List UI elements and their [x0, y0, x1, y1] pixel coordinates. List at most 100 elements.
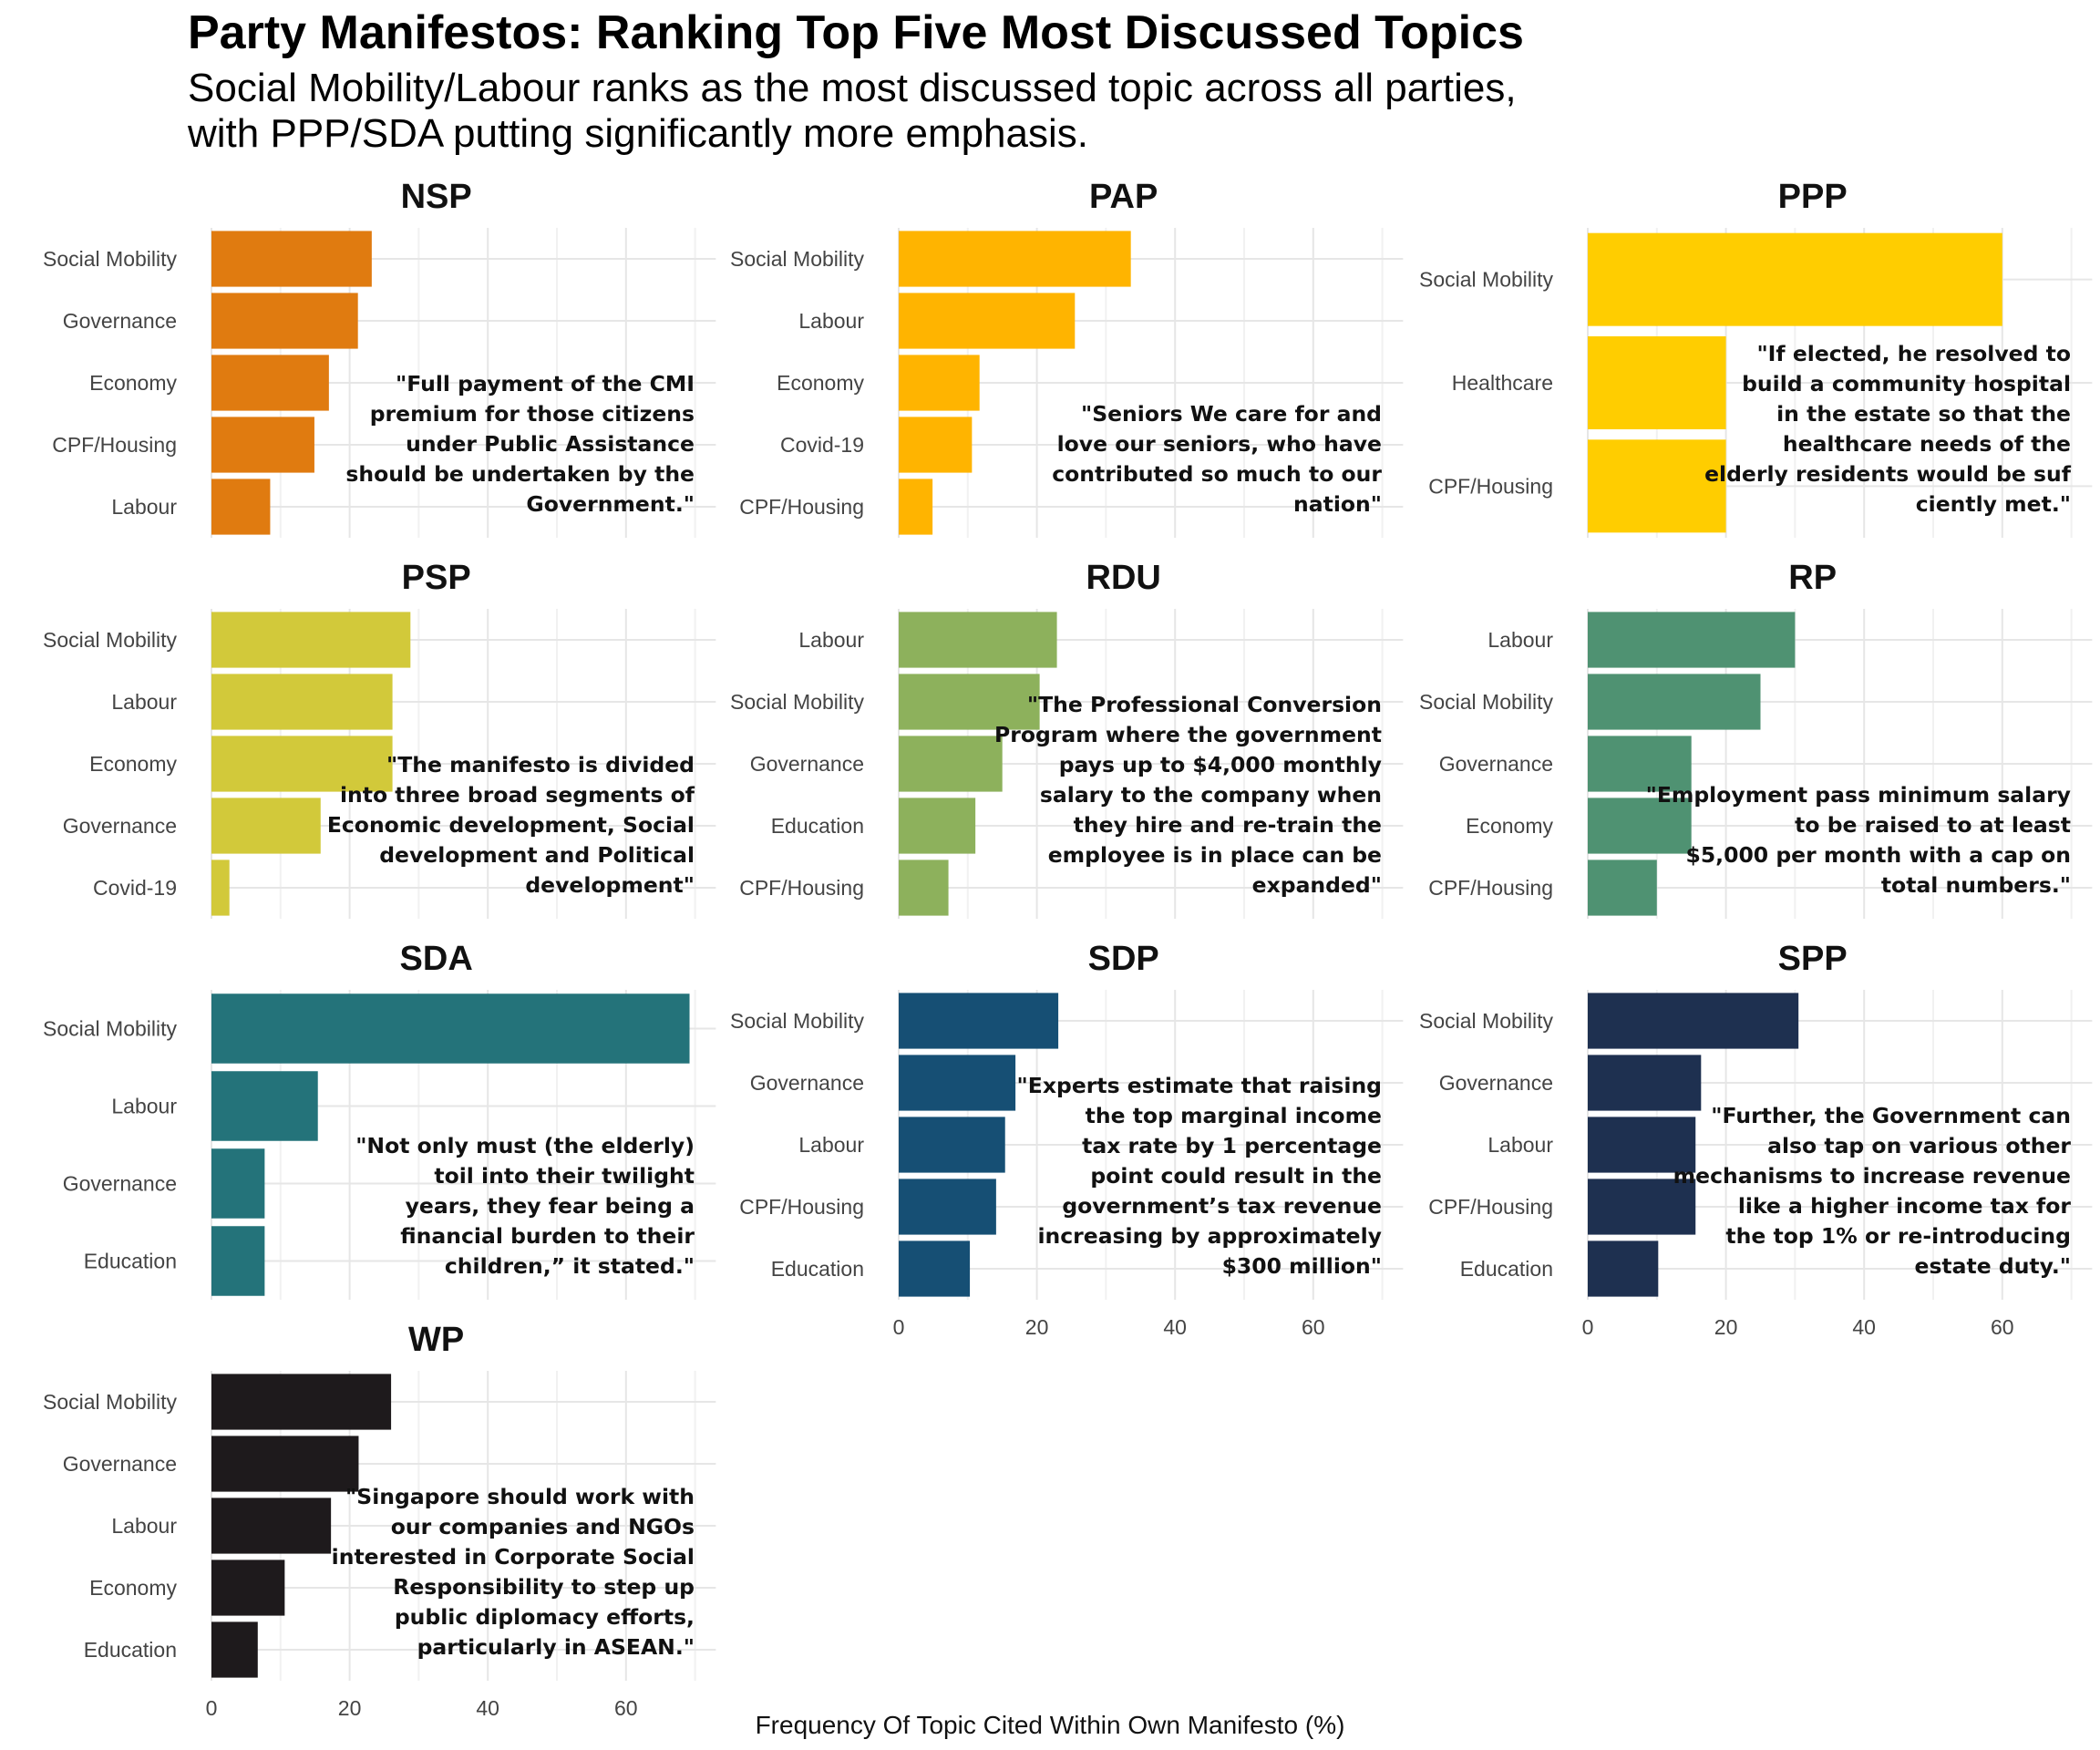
bar	[211, 1436, 359, 1492]
bar	[899, 479, 933, 535]
x-tick-label: 0	[1582, 1315, 1594, 1339]
bar	[1588, 232, 2002, 326]
panel-wp: WP Social Mobility Governance Labour Economy…	[43, 1321, 716, 1720]
bar	[899, 1179, 996, 1235]
panel-psp: PSP Social Mobility Labour Economy Governanc…	[43, 559, 716, 919]
category-label: Social Mobility	[43, 247, 177, 271]
category-label: Education	[771, 1257, 864, 1281]
bar	[211, 1071, 318, 1141]
bar	[211, 736, 393, 792]
category-label: Labour	[111, 495, 177, 519]
category-label: Governance	[750, 752, 864, 776]
category-label: Governance	[63, 1172, 177, 1196]
category-label: Labour	[798, 309, 864, 333]
bar	[1588, 1055, 1702, 1111]
bar	[899, 612, 1057, 668]
bar	[211, 860, 230, 916]
bar	[899, 355, 980, 411]
category-label: Labour	[798, 1133, 864, 1157]
quote-annotation: "Further, the Government can also tap on…	[1673, 1103, 2071, 1279]
bar	[899, 1240, 971, 1297]
category-label: Education	[1460, 1257, 1553, 1281]
panel-sda: SDA Social Mobility Labour Governance Educat…	[43, 940, 716, 1300]
category-label: Education	[84, 1250, 177, 1273]
quote-annotation: "Full payment of the CMI premium for tho…	[345, 371, 695, 517]
x-axis-label: Frequency Of Topic Cited Within Own Mani…	[755, 1711, 1345, 1739]
bar	[899, 417, 973, 473]
x-tick-label: 40	[1852, 1315, 1876, 1339]
category-label: Covid-19	[780, 433, 864, 457]
bar	[1588, 860, 1657, 916]
bar	[211, 674, 393, 730]
quote-annotation: "If elected, he resolved to build a comm…	[1704, 341, 2071, 517]
category-label: Labour	[1488, 628, 1553, 652]
panel-title: RP	[1788, 559, 1837, 597]
bar	[211, 417, 314, 473]
category-label: CPF/Housing	[52, 433, 177, 457]
subtitle-line: with PPP/SDA putting significantly more …	[188, 111, 1089, 156]
panel-ppp: PPP Social Mobility Healthcare CPF/Housing	[1419, 178, 2093, 538]
category-label: CPF/Housing	[739, 1195, 864, 1219]
panel-rp: RP Labour Social Mobility Governance Economy…	[1419, 559, 2093, 919]
quote-annotation: "Seniors We care for and love our senior…	[1052, 401, 1382, 517]
bar	[1588, 1179, 1696, 1235]
bar	[899, 674, 1040, 730]
quote-annotation: "Experts estimate that raising the top m…	[1016, 1073, 1382, 1279]
category-label: CPF/Housing	[1428, 1195, 1553, 1219]
panel-sdp: SDP Social Mobility Governance Labour CPF/Ho…	[730, 940, 1404, 1339]
x-tick-label: 60	[1302, 1315, 1325, 1339]
category-label: Economy	[1466, 814, 1553, 838]
x-tick-label: 40	[476, 1696, 499, 1720]
category-label: Education	[771, 814, 864, 838]
bar	[899, 798, 976, 854]
bar	[211, 479, 271, 535]
bar	[211, 1621, 258, 1678]
panel-title: WP	[408, 1321, 464, 1359]
category-label: Governance	[1439, 752, 1553, 776]
bar	[211, 612, 411, 668]
category-label: Social Mobility	[43, 1390, 177, 1414]
panel-rdu: RDU Labour Social Mobility Governance Educat…	[730, 559, 1404, 919]
category-label: Social Mobility	[730, 1009, 864, 1033]
category-label: Social Mobility	[43, 1017, 177, 1041]
chart-subtitle: Social Mobility/Labour ranks as the most…	[188, 66, 1828, 157]
bar	[211, 231, 372, 287]
quote-annotation: "Not only must (the elderly) toil into t…	[355, 1133, 695, 1279]
panel-title: PPP	[1778, 178, 1848, 216]
category-label: CPF/Housing	[739, 876, 864, 900]
category-label: Labour	[798, 628, 864, 652]
category-label: Labour	[111, 1095, 177, 1118]
category-label: Social Mobility	[1419, 690, 1553, 714]
panel-title: SDP	[1088, 940, 1159, 978]
bar	[211, 1374, 392, 1430]
category-label: Economy	[89, 371, 177, 395]
bar	[1588, 674, 1761, 730]
category-label: Economy	[89, 752, 177, 776]
category-label: CPF/Housing	[1428, 876, 1553, 900]
bar	[211, 1498, 332, 1554]
category-label: Labour	[111, 690, 177, 714]
bar	[211, 1560, 285, 1616]
bar	[211, 293, 358, 349]
bar	[899, 1117, 1005, 1173]
x-tick-label: 20	[1025, 1315, 1049, 1339]
category-label: Labour	[111, 1514, 177, 1538]
x-tick-label: 40	[1163, 1315, 1187, 1339]
category-label: Labour	[1488, 1133, 1553, 1157]
panel-title: PAP	[1089, 178, 1158, 216]
x-tick-label: 0	[206, 1696, 218, 1720]
category-label: Covid-19	[93, 876, 177, 900]
category-label: Social Mobility	[43, 628, 177, 652]
bar	[1588, 1240, 1659, 1297]
panel-nsp: NSP Social Mobility Governance Economy CPF/H…	[43, 178, 716, 538]
category-label: Governance	[63, 309, 177, 333]
quote-annotation: "The manifesto is divided into three bro…	[326, 752, 695, 898]
panel-title: SPP	[1778, 940, 1848, 978]
category-label: Social Mobility	[730, 690, 864, 714]
category-label: Social Mobility	[730, 247, 864, 271]
bar	[211, 993, 690, 1064]
panel-title: RDU	[1086, 559, 1161, 597]
bar	[211, 1148, 265, 1219]
x-tick-label: 20	[338, 1696, 362, 1720]
